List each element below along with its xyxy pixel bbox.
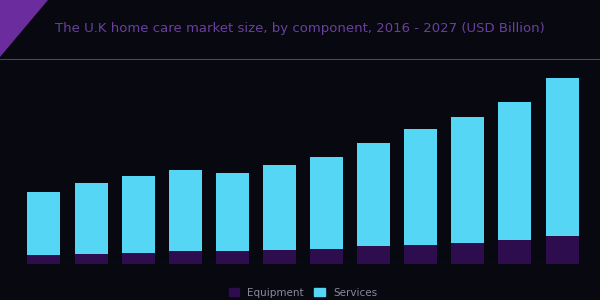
Bar bbox=[122, 176, 155, 253]
Text: The U.K home care market size, by component, 2016 - 2027 (USD Billion): The U.K home care market size, by compon… bbox=[55, 22, 545, 35]
Bar bbox=[74, 184, 107, 254]
Bar bbox=[545, 78, 578, 236]
Bar bbox=[122, 253, 155, 264]
Polygon shape bbox=[0, 0, 48, 57]
Bar bbox=[216, 251, 249, 264]
Bar bbox=[357, 246, 390, 264]
Bar bbox=[404, 245, 437, 264]
Bar bbox=[216, 173, 249, 251]
Bar bbox=[404, 129, 437, 245]
Bar bbox=[310, 157, 343, 249]
Bar bbox=[545, 236, 578, 264]
Bar bbox=[451, 117, 484, 243]
Bar bbox=[169, 251, 202, 264]
Bar bbox=[451, 243, 484, 264]
Bar bbox=[499, 102, 532, 240]
Bar bbox=[263, 250, 296, 264]
Bar bbox=[169, 169, 202, 251]
Bar bbox=[310, 249, 343, 264]
Bar bbox=[74, 254, 107, 264]
Bar bbox=[499, 240, 532, 264]
Bar bbox=[28, 255, 61, 264]
Bar bbox=[263, 165, 296, 250]
Legend: Equipment, Services: Equipment, Services bbox=[224, 284, 382, 300]
Bar bbox=[357, 143, 390, 246]
Bar bbox=[28, 192, 61, 255]
